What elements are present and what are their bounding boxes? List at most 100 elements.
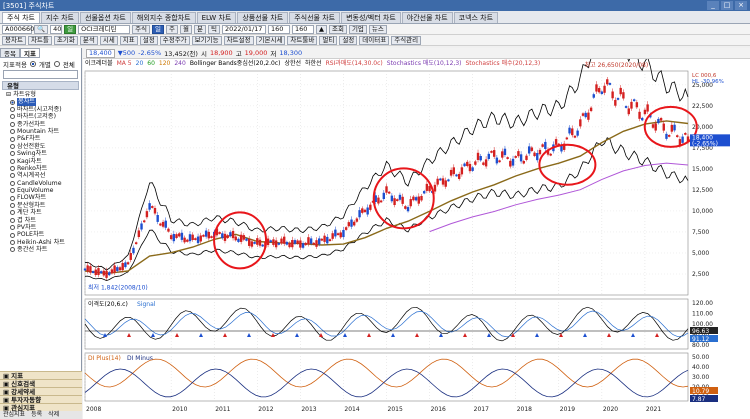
legend-item[interactable]: 60 [147, 60, 155, 67]
chart-type-item[interactable]: Kagi차트 [6, 158, 81, 165]
tree-root[interactable]: ⊟ 차트유형 [6, 91, 81, 98]
tab-index-chart[interactable]: 지수 차트 [41, 12, 79, 23]
chart-type-item[interactable]: POLE차트 [6, 231, 81, 238]
stock-manage-button[interactable]: 주식관리 [391, 35, 422, 45]
count-up-button[interactable]: ▲ [315, 24, 327, 34]
search-icon[interactable]: 🔍 [34, 24, 49, 34]
tab-futures-options[interactable]: 선물옵션 차트 [80, 12, 131, 23]
period-week-button[interactable]: 주 [166, 24, 179, 34]
news-button[interactable]: 뉴스 [368, 24, 387, 34]
signal-arrow [223, 333, 227, 337]
setup-button[interactable]: 설정 [339, 35, 358, 45]
period-day-toggle[interactable]: 일 [64, 24, 77, 34]
maximize-button[interactable]: □ [721, 1, 733, 10]
candle-body [256, 238, 259, 245]
legend-item[interactable]: 이크레더블 [85, 60, 113, 67]
company-name-box[interactable]: OCI크레디틴 [78, 24, 131, 34]
tab-volatility[interactable]: 변동성/벡터 차트 [341, 12, 401, 23]
chart-type-item[interactable]: 종간선 차트 [6, 246, 81, 253]
period-minute-button[interactable]: 분 [194, 24, 206, 34]
chart-type-item[interactable]: PV차트 [6, 224, 81, 231]
chart-frame-button[interactable]: 차트틀 [27, 35, 52, 45]
tab-stock-chart[interactable]: 주식 차트 [2, 12, 40, 23]
quote-button[interactable]: 시세 [99, 35, 118, 45]
legend-item[interactable]: 240 [174, 60, 186, 67]
tab-night-futures[interactable]: 야간선물 차트 [401, 12, 453, 23]
chart-type-item[interactable]: 바차트(시고저종) [6, 106, 81, 113]
tab-indicators[interactable]: 지표 [20, 48, 40, 58]
chart-type-item[interactable]: Heikin-Ashi 차트 [6, 239, 81, 246]
legend-item[interactable]: MA 5 [116, 60, 132, 67]
candle-body [501, 151, 504, 158]
legend-item[interactable]: Bollinger Bands중심선(20,2.0c) [189, 60, 281, 67]
group-indicators[interactable]: ▣ 지표 [0, 371, 82, 380]
stock-code-input[interactable]: A000660 [2, 24, 34, 34]
chart-type-item[interactable]: 겹 차트 [6, 217, 81, 224]
chart-type-item[interactable]: 봉차트 [6, 98, 81, 106]
candle-body [242, 235, 246, 240]
register-button[interactable]: 등록 [31, 411, 43, 418]
legend-item[interactable]: 상한선 [284, 60, 301, 67]
candle-chart-button[interactable]: 봉차트 [2, 35, 26, 45]
count-field-2[interactable]: 160 [291, 24, 314, 34]
settings-button[interactable]: 설정 [139, 35, 158, 45]
chart-toolbar-button[interactable]: 차트툴바 [287, 35, 318, 45]
tab-elw-chart[interactable]: ELW 차트 [196, 12, 237, 23]
legend-item[interactable]: RSI과매도(14,30.0c) [325, 60, 383, 67]
chart-type-item[interactable]: P&F차트 [6, 135, 81, 142]
chart-type-item[interactable]: Renko차트 [6, 165, 81, 172]
group-signal-search[interactable]: ▣ 신호검색 [0, 379, 82, 388]
tab-commodity-futures[interactable]: 상품선물 차트 [237, 12, 289, 23]
chk1-box[interactable]: 40 [50, 24, 63, 34]
group-strength[interactable]: ▣ 강세약세 [0, 387, 82, 396]
chart-type-item[interactable]: 바차트(고저종) [6, 113, 81, 120]
query-button[interactable]: 조회 [328, 24, 347, 34]
indicator-button[interactable]: 지표 [119, 35, 138, 45]
chart-type-item[interactable]: Mountain 차트 [6, 128, 81, 135]
tab-overseas-index[interactable]: 해외지수 종합차트 [131, 12, 196, 23]
analysis-button[interactable]: 분석 [79, 35, 98, 45]
adjusted-price-button[interactable]: 수정주가 [159, 35, 190, 45]
data-table-button[interactable]: 데이터표 [359, 35, 390, 45]
tree-header[interactable]: 유형 [2, 81, 79, 90]
radio-individual[interactable] [29, 60, 36, 67]
group-favorite[interactable]: ▣ 관심지표 [0, 403, 82, 412]
period-month-button[interactable]: 월 [180, 24, 192, 34]
tab-stock-futures[interactable]: 주식선물 차트 [289, 12, 341, 23]
tab-konex-chart[interactable]: 코넥스 차트 [453, 12, 499, 23]
tab-stocks[interactable]: 종목 [0, 48, 20, 58]
legend-item[interactable]: Stochastics 매수(20,12,3) [465, 60, 541, 67]
count-field-1[interactable]: 160 [267, 24, 290, 34]
date-field[interactable]: 2022/01/17 [221, 24, 266, 34]
chart-type-item[interactable]: 분산형차트 [6, 202, 81, 209]
multi-button[interactable]: 멀티 [319, 35, 338, 45]
chart-type-item[interactable]: 삼선전환도 [6, 143, 81, 150]
chart-type-item[interactable]: 종가선차트 [6, 121, 81, 128]
period-tick-button[interactable]: 틱 [207, 24, 220, 34]
chart-type-item[interactable]: CandleVolume [6, 180, 81, 187]
minimize-button[interactable]: _ [707, 1, 719, 10]
legend-item[interactable]: Stochastics 매도(10,12,3) [386, 60, 462, 67]
close-button[interactable]: × [735, 1, 747, 10]
chart-type-item[interactable]: Swing차트 [6, 150, 81, 157]
company-button[interactable]: 기업 [348, 24, 367, 34]
delete-button[interactable]: 삭제 [48, 411, 60, 418]
legend-item[interactable]: 하한선 [305, 60, 322, 67]
radio-all[interactable] [53, 60, 60, 67]
indicator-search-input[interactable] [3, 70, 78, 79]
legend-item[interactable]: 20 [135, 60, 144, 67]
chart-type-item[interactable]: EquiVolume [6, 187, 81, 194]
market-category-select[interactable]: 주식 [132, 24, 151, 34]
group-investor-trend[interactable]: ▣ 투자자동향 [0, 395, 82, 404]
candle-body [482, 162, 485, 165]
chart-type-item[interactable]: FLOW차트 [6, 194, 81, 201]
period-day-button[interactable]: 일 [152, 24, 165, 34]
chart-type-item[interactable]: 계단 차트 [6, 209, 81, 216]
view-function-button[interactable]: 보기기능 [191, 35, 222, 45]
price-chart-svg[interactable]: 2008 2010 2011 2012 2013 2014 2015 2016 2017 2018… [83, 59, 750, 419]
chart-settings-button[interactable]: 차트설정 [223, 35, 254, 45]
basic-quote-button[interactable]: 기본시세 [255, 35, 286, 45]
legend-item[interactable]: 120 [158, 60, 171, 67]
reset-button[interactable]: 초기화 [53, 35, 78, 45]
chart-type-item[interactable]: 역시계곡선 [6, 172, 81, 179]
